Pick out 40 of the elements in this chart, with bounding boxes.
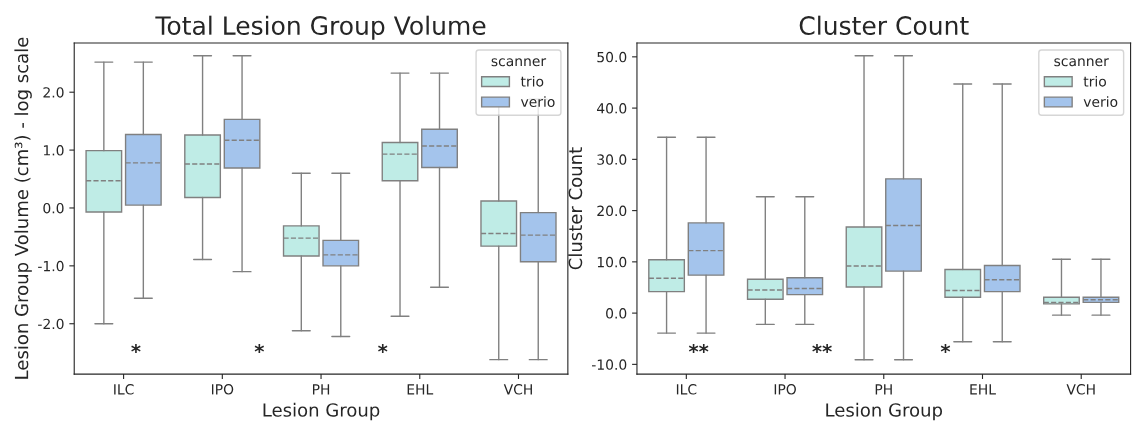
annotation: * — [378, 344, 388, 354]
x-axis-title: Lesion Group — [826, 402, 943, 421]
annotation: * — [940, 344, 951, 354]
legend-label: trio — [1083, 75, 1106, 87]
y-tick-label: 0.0 — [43, 202, 64, 214]
y-tick-label: 20.0 — [597, 205, 627, 217]
x-tick-label: ILC — [114, 384, 134, 395]
legend-title: scanner — [1054, 58, 1109, 67]
y-axis-title: Lesion Group Volume (cm³) - log scale — [14, 37, 32, 379]
x-tick-label: EHL — [970, 384, 996, 395]
y-tick-label: 0.0 — [606, 308, 627, 319]
y-tick-label: 1.0 — [43, 145, 64, 156]
y-tick-label: -10.0 — [591, 359, 627, 370]
annotation: * — [254, 344, 265, 354]
y-tick-label: 2.0 — [43, 87, 64, 98]
y-axis-title: Cluster Count — [568, 147, 583, 270]
y-tick-label: 40.0 — [596, 103, 627, 114]
x-axis-title: Lesion Group — [263, 402, 380, 421]
annotation: * — [131, 344, 141, 354]
annotation: ** — [812, 344, 832, 354]
legend-label: verio — [1083, 96, 1118, 108]
legend-title: scanner — [491, 58, 547, 67]
x-tick-label: PH — [875, 384, 892, 395]
y-tick-label: -1.0 — [38, 260, 64, 272]
chart-title: Cluster Count — [799, 15, 969, 36]
legend-label: verio — [520, 96, 555, 108]
y-tick-label: 10.0 — [597, 256, 627, 268]
chart-title: Total Lesion Group Volume — [155, 15, 486, 40]
y-tick-label: -2.0 — [38, 318, 64, 330]
x-tick-label: VCH — [503, 384, 532, 395]
x-tick-label: IPO — [774, 384, 796, 395]
x-tick-label: VCH — [1066, 384, 1095, 395]
y-tick-label: 50.0 — [597, 51, 627, 63]
x-tick-label: PH — [312, 384, 330, 395]
x-tick-label: IPO — [211, 384, 234, 395]
x-tick-label: ILC — [676, 384, 697, 395]
legend-label: trio — [520, 75, 544, 87]
x-tick-label: EHL — [407, 384, 434, 395]
y-tick-label: 30.0 — [597, 154, 627, 165]
annotation: ** — [688, 344, 709, 354]
